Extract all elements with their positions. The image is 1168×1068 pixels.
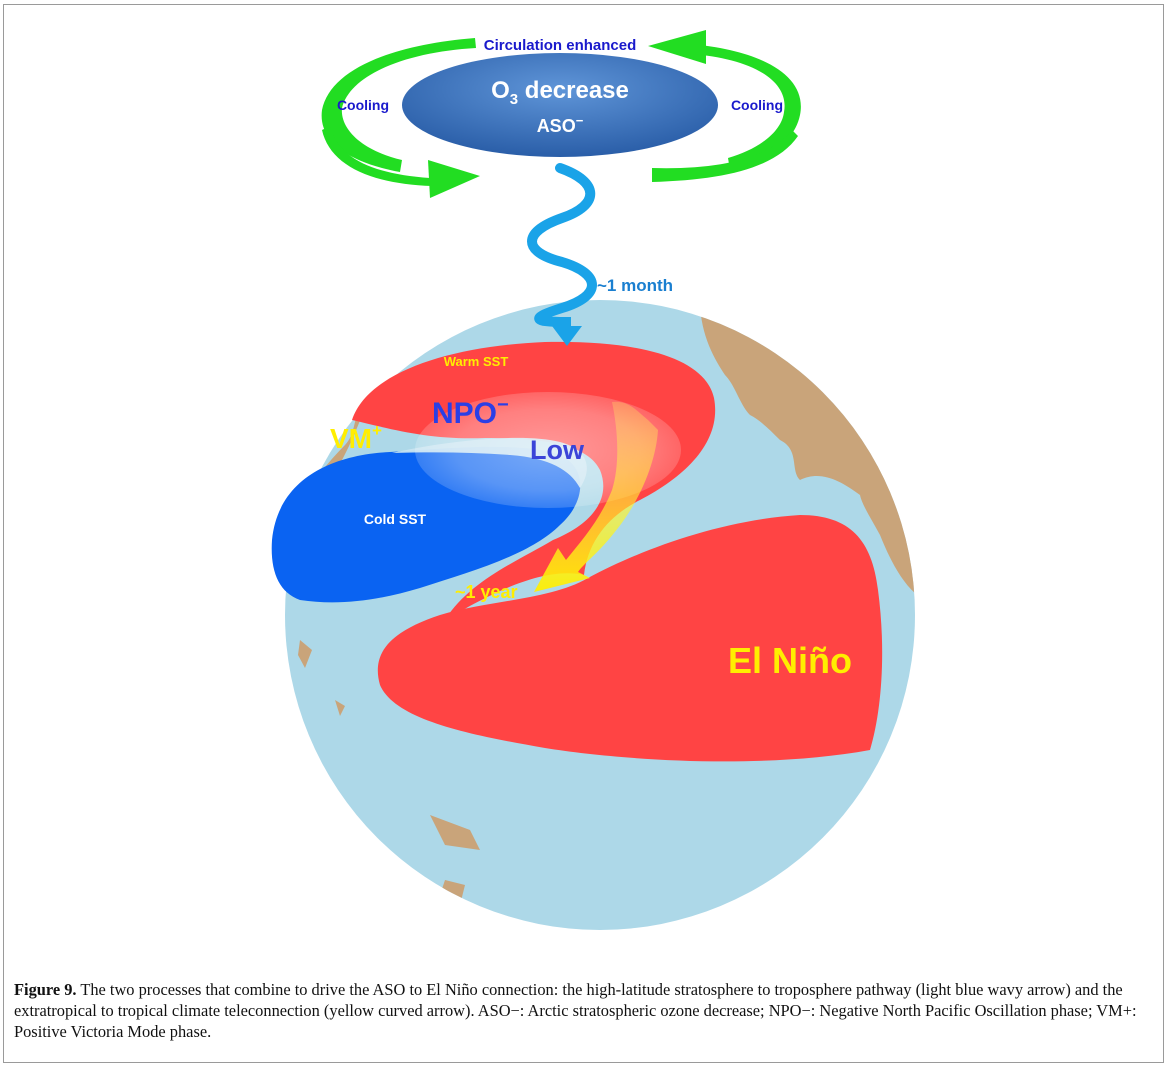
green-arrow-bottom-left	[322, 126, 432, 186]
islands-landmass	[298, 640, 480, 905]
el-nino-region	[377, 515, 883, 762]
warm-sst-label: Warm SST	[444, 354, 509, 369]
low-pressure-glow	[415, 392, 681, 508]
one-year-label: ~1 year	[455, 582, 518, 602]
circulation-enhanced-label: Circulation enhanced	[484, 37, 637, 54]
figure-caption: Figure 9. The two processes that combine…	[14, 979, 1154, 1042]
green-arrow-bottom-right	[652, 130, 798, 182]
vm-label: VM+	[330, 421, 382, 454]
wavy-pathway-arrow	[527, 163, 597, 335]
green-arrow-top-left	[321, 38, 476, 172]
figure-caption-text: The two processes that combine to drive …	[14, 980, 1137, 1041]
npo-label: NPO−	[432, 394, 509, 430]
diagram-canvas: Circulation enhanced Cooling Cooling O3 …	[271, 30, 915, 930]
low-label: Low	[530, 435, 585, 465]
circulation-arrows	[321, 30, 801, 198]
figure-frame	[3, 4, 1164, 1063]
green-arrow-top-right	[690, 44, 801, 170]
wavy-arrowhead	[552, 326, 582, 346]
cooling-left-label: Cooling	[337, 97, 389, 113]
yellow-teleconnection-arrow	[534, 401, 658, 592]
aso-label: ASO−	[537, 113, 584, 136]
ozone-decrease-oval	[402, 53, 718, 157]
green-arrowhead-bottom	[428, 160, 480, 198]
cooling-right-label: Cooling	[731, 97, 783, 113]
green-arrowhead-top	[648, 30, 706, 64]
one-month-label: ~1 month	[597, 276, 673, 295]
cold-sst-label: Cold SST	[364, 511, 427, 527]
figure-label: Figure 9.	[14, 980, 77, 999]
el-nino-label: El Niño	[728, 640, 852, 681]
ozone-decrease-label: O3 decrease	[491, 77, 629, 108]
